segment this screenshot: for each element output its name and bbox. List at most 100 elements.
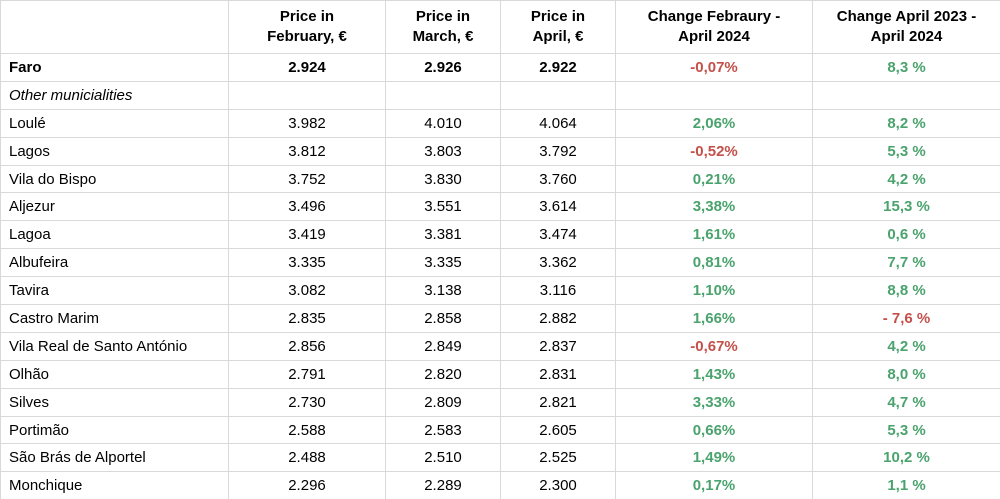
table-row: Albufeira 3.335 3.335 3.362 0,81% 7,7 % — [0, 248, 1000, 278]
municipality-name-cell: Castro Marim — [0, 304, 229, 333]
price-cell: 2.791 — [228, 359, 386, 389]
price-cell: 3.752 — [228, 164, 386, 194]
price-cell: 2.922 — [500, 53, 616, 82]
price-cell: 2.809 — [385, 387, 501, 417]
price-cell: 3.138 — [385, 276, 501, 306]
column-header-cell: Price in February, € — [228, 0, 386, 54]
change-percent-cell: 8,0 % — [812, 359, 1000, 389]
municipality-name-cell: Lagos — [0, 136, 229, 166]
table-row: Castro Marim 2.835 2.858 2.882 1,66% - 7,6 % — [0, 304, 1000, 333]
price-cell: 3.551 — [385, 192, 501, 222]
price-cell — [500, 80, 616, 110]
change-percent-cell: 8,8 % — [812, 276, 1000, 306]
price-cell — [385, 80, 501, 110]
table-row: Aljezur 3.496 3.551 3.614 3,38% 15,3 % — [0, 192, 1000, 222]
price-cell: 3.614 — [500, 192, 616, 222]
price-cell: 4.010 — [385, 108, 501, 138]
change-percent-cell: 4,7 % — [812, 387, 1000, 417]
price-cell: 2.289 — [385, 471, 501, 499]
change-percent-cell: 10,2 % — [812, 443, 1000, 473]
change-percent-cell: 5,3 % — [812, 415, 1000, 445]
change-percent-cell: 0,17% — [615, 471, 813, 499]
table-row: Lagoa 3.419 3.381 3.474 1,61% 0,6 % — [0, 220, 1000, 250]
municipality-name-cell: Silves — [0, 387, 229, 417]
table-row: Loulé 3.982 4.010 4.064 2,06% 8,2 % — [0, 108, 1000, 138]
price-cell: 2.525 — [500, 443, 616, 473]
column-header-cell: Price in April, € — [500, 0, 616, 54]
price-cell: 2.835 — [228, 304, 386, 333]
price-cell: 2.831 — [500, 359, 616, 389]
price-cell: 3.812 — [228, 136, 386, 166]
municipality-name-cell: Other municialities — [0, 80, 229, 110]
table-row: Faro 2.924 2.926 2.922 -0,07% 8,3 % — [0, 53, 1000, 82]
change-percent-cell — [812, 80, 1000, 110]
table-row: São Brás de Alportel 2.488 2.510 2.525 1,49%… — [0, 443, 1000, 473]
change-percent-cell: 7,7 % — [812, 248, 1000, 278]
municipality-name-cell: Loulé — [0, 108, 229, 138]
table-row: Olhão 2.791 2.820 2.831 1,43% 8,0 % — [0, 359, 1000, 389]
change-percent-cell — [615, 80, 813, 110]
price-cell: 3.760 — [500, 164, 616, 194]
change-percent-cell: 0,81% — [615, 248, 813, 278]
municipality-name-cell: Monchique — [0, 471, 229, 499]
table-body: Faro 2.924 2.926 2.922 -0,07% 8,3 % Other muni… — [0, 53, 1000, 499]
price-cell: 3.419 — [228, 220, 386, 250]
price-cell: 2.882 — [500, 304, 616, 333]
change-percent-cell: 1,43% — [615, 359, 813, 389]
price-cell: 2.300 — [500, 471, 616, 499]
table-row: Silves 2.730 2.809 2.821 3,33% 4,7 % — [0, 387, 1000, 417]
price-cell: 2.588 — [228, 415, 386, 445]
price-cell: 2.926 — [385, 53, 501, 82]
change-percent-cell: -0,52% — [615, 136, 813, 166]
price-cell: 3.803 — [385, 136, 501, 166]
change-percent-cell: 3,33% — [615, 387, 813, 417]
municipality-name-cell: Vila do Bispo — [0, 164, 229, 194]
price-cell: 2.820 — [385, 359, 501, 389]
municipality-name-cell: Aljezur — [0, 192, 229, 222]
price-cell: 2.821 — [500, 387, 616, 417]
column-header-cell: Price in March, € — [385, 0, 501, 54]
price-cell: 2.858 — [385, 304, 501, 333]
municipality-name-cell: Portimão — [0, 415, 229, 445]
price-cell: 2.510 — [385, 443, 501, 473]
price-cell: 3.792 — [500, 136, 616, 166]
change-percent-cell: 8,3 % — [812, 53, 1000, 82]
price-cell: 3.362 — [500, 248, 616, 278]
municipality-name-cell: Lagoa — [0, 220, 229, 250]
change-percent-cell: -0,67% — [615, 331, 813, 361]
price-cell: 2.583 — [385, 415, 501, 445]
price-cell: 4.064 — [500, 108, 616, 138]
column-header-cell: Change April 2023 - April 2024 — [812, 0, 1000, 54]
municipality-name-cell: Albufeira — [0, 248, 229, 278]
price-cell — [228, 80, 386, 110]
change-percent-cell: - 7,6 % — [812, 304, 1000, 333]
table-row: Monchique 2.296 2.289 2.300 0,17% 1,1 % — [0, 471, 1000, 499]
change-percent-cell: 15,3 % — [812, 192, 1000, 222]
price-cell: 3.982 — [228, 108, 386, 138]
change-percent-cell: 8,2 % — [812, 108, 1000, 138]
change-percent-cell: -0,07% — [615, 53, 813, 82]
price-cell: 2.296 — [228, 471, 386, 499]
change-percent-cell: 1,1 % — [812, 471, 1000, 499]
price-cell: 2.605 — [500, 415, 616, 445]
table-row: Vila Real de Santo António 2.856 2.849 2.83… — [0, 331, 1000, 361]
table-row: Tavira 3.082 3.138 3.116 1,10% 8,8 % — [0, 276, 1000, 306]
change-percent-cell: 1,10% — [615, 276, 813, 306]
municipality-name-cell: São Brás de Alportel — [0, 443, 229, 473]
price-cell: 3.474 — [500, 220, 616, 250]
change-percent-cell: 0,66% — [615, 415, 813, 445]
price-cell: 3.335 — [228, 248, 386, 278]
price-cell: 2.488 — [228, 443, 386, 473]
header-row: Price in February, € Price in March, € Pri… — [0, 0, 1000, 54]
change-percent-cell: 0,21% — [615, 164, 813, 194]
corner-header-cell — [0, 0, 229, 54]
price-cell: 2.730 — [228, 387, 386, 417]
price-cell: 3.335 — [385, 248, 501, 278]
price-cell: 2.849 — [385, 331, 501, 361]
price-cell: 3.082 — [228, 276, 386, 306]
table-row: Other municialities — [0, 80, 1000, 110]
change-percent-cell: 2,06% — [615, 108, 813, 138]
price-cell: 2.856 — [228, 331, 386, 361]
